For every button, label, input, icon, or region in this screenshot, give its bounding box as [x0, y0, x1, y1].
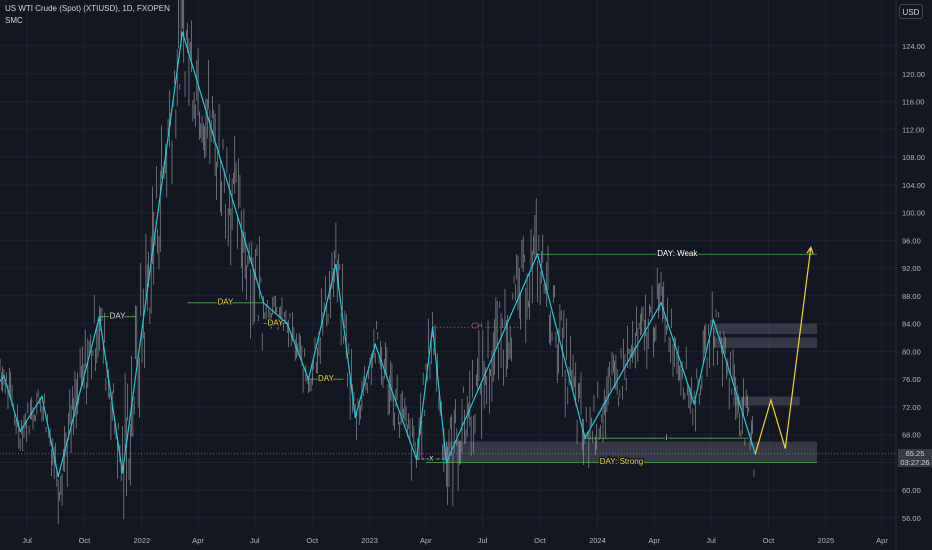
zigzag-point: [57, 475, 60, 478]
time-axis[interactable]: Jul Oct 2022 Apr Jul Oct 2023 Apr Jul Oct 2024 Apr J…: [22, 536, 888, 545]
current-price-value: 65.25: [905, 448, 925, 458]
y-tick-label: 120.00: [902, 70, 925, 79]
level-label: DAY: Weak: [657, 249, 698, 258]
zigzag-point: [98, 315, 101, 318]
zigzag-point: [181, 31, 184, 33]
y-tick-label: 56.00: [902, 514, 921, 523]
order-block-zone: [446, 441, 818, 463]
level-label: DAY: [110, 311, 127, 320]
projection-series: [754, 245, 814, 454]
zigzag-point: [286, 322, 289, 325]
y-tick-label: 72.00: [902, 403, 921, 412]
x-tick-label: Jul: [706, 536, 716, 545]
level-label: DAY: Strong: [600, 457, 643, 466]
y-tick-label: 124.00: [902, 42, 925, 51]
y-tick-label: 80.00: [902, 347, 921, 356]
x-tick-label: Jul: [250, 536, 260, 545]
zigzag-point: [536, 253, 539, 256]
zigzag-point: [19, 430, 21, 433]
level-label: DAY: [218, 297, 235, 306]
x-tick-label: Apr: [648, 536, 660, 545]
y-tick-label: 116.00: [902, 98, 924, 107]
zigzag-point: [712, 319, 715, 321]
level-label: i: [666, 433, 668, 442]
projection-line: [754, 247, 812, 454]
y-tick-label: 96.00: [902, 236, 921, 245]
y-tick-label: 100.00: [902, 209, 925, 218]
order-block-zone: [732, 396, 800, 406]
x-tick-label: 2025: [817, 536, 834, 545]
x-tick-label: Jul: [22, 536, 32, 545]
y-tick-label: 92.00: [902, 264, 921, 273]
x-tick-label: 2023: [361, 536, 378, 545]
current-price-tag: 65.25 03:27:26: [898, 448, 932, 467]
y-tick-label: 104.00: [902, 181, 925, 190]
zigzag-point: [307, 378, 310, 380]
zigzag-series: [0, 31, 757, 478]
projection-arrowhead: [806, 245, 814, 255]
chart-title: US WTI Crude (Spot) (XTIUSD), 1D, FXOPEN: [5, 4, 170, 13]
x-tick-label: Oct: [79, 536, 92, 545]
y-tick-label: 68.00: [902, 431, 921, 440]
order-block-zone: [713, 337, 818, 348]
zigzag-point: [3, 374, 5, 377]
x-tick-label: Jul: [478, 536, 488, 545]
x-tick-label: 2024: [589, 536, 606, 545]
x-tick-label: Oct: [763, 536, 776, 545]
currency-button[interactable]: USD: [899, 4, 923, 19]
zigzag-point: [445, 461, 448, 464]
grid: [0, 0, 896, 530]
zigzag-point: [584, 437, 586, 439]
zigzag-point: [431, 326, 434, 328]
x-tick-label: Apr: [420, 536, 432, 545]
zigzag-point: [335, 263, 337, 266]
level-label: x: [429, 454, 433, 463]
y-tick-label: 112.00: [902, 125, 924, 134]
zigzag-point: [354, 416, 357, 419]
zigzag-point: [262, 302, 265, 304]
x-tick-label: 2022: [133, 536, 150, 545]
y-tick-label: 88.00: [902, 292, 921, 301]
zigzag-point: [41, 395, 43, 398]
zigzag-point: [693, 402, 695, 405]
level-label: DAY: [267, 318, 284, 327]
y-tick-label: 84.00: [902, 320, 921, 329]
zigzag-point: [374, 343, 377, 346]
x-tick-label: Oct: [306, 536, 319, 545]
zigzag-point: [660, 302, 662, 304]
y-tick-label: 60.00: [902, 486, 921, 495]
zigzag-point: [121, 472, 124, 474]
y-tick-label: 76.00: [902, 375, 921, 384]
x-tick-label: Oct: [534, 536, 547, 545]
x-tick-label: Apr: [876, 536, 888, 545]
y-tick-label: 108.00: [902, 153, 925, 162]
x-tick-label: Apr: [192, 536, 204, 545]
indicator-label[interactable]: SMC: [5, 16, 23, 25]
bar-countdown: 03:27:26: [900, 457, 930, 467]
level-label: DAY: [318, 374, 335, 383]
zones: [446, 323, 818, 463]
zigzag-point: [415, 458, 418, 460]
order-block-zone: [713, 323, 818, 335]
level-label: CH: [471, 322, 483, 331]
structure-levels: DAY DAY DAY DAY CH DAY: Weak i DAY: Strong x: [99, 248, 818, 467]
